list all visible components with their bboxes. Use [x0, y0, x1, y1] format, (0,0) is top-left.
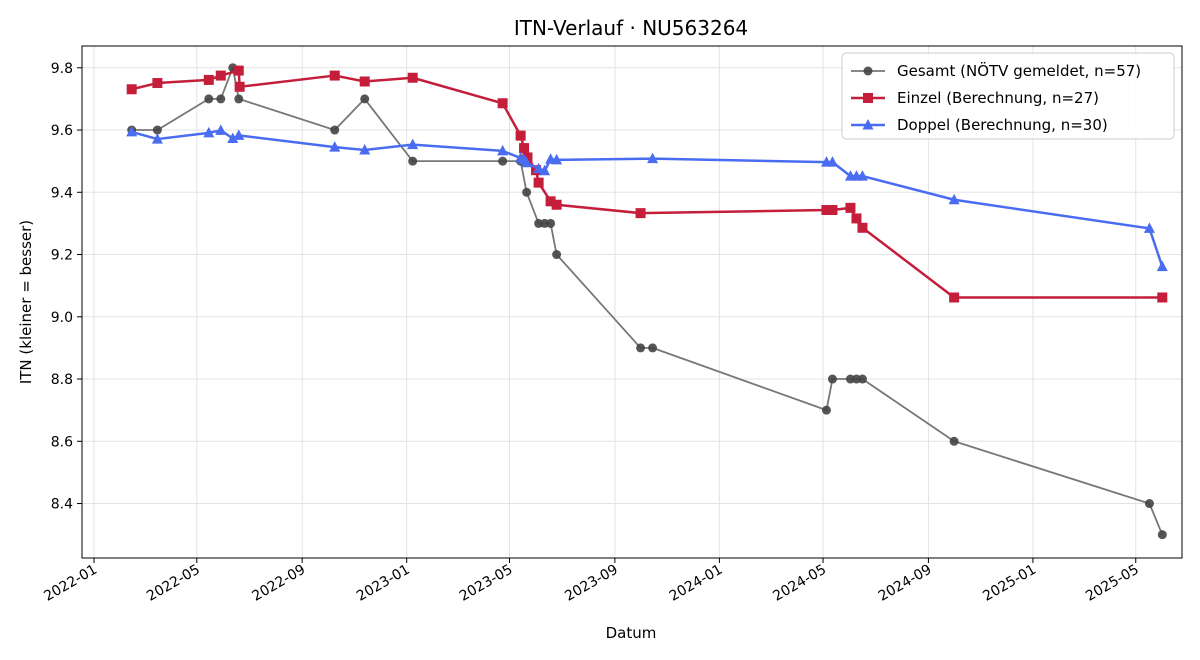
data-point	[552, 250, 562, 260]
data-point	[647, 152, 659, 164]
data-point	[826, 156, 838, 167]
data-point	[359, 143, 371, 155]
data-point	[126, 125, 138, 137]
data-point	[329, 141, 341, 152]
data-point	[408, 156, 418, 166]
data-point	[522, 152, 533, 163]
data-point	[635, 208, 646, 219]
data-point	[856, 170, 868, 181]
x-axis-label: Datum	[606, 624, 657, 642]
data-point	[827, 374, 837, 384]
data-point	[533, 162, 545, 174]
data-point	[827, 205, 838, 216]
series-square	[126, 65, 1168, 303]
data-point	[152, 125, 162, 135]
data-point	[407, 72, 418, 83]
data-point	[234, 94, 244, 104]
data-point	[545, 196, 556, 207]
data-point	[233, 65, 244, 76]
data-point	[498, 156, 508, 166]
data-point	[949, 436, 959, 446]
series-layer	[126, 63, 1168, 540]
data-point	[407, 138, 419, 150]
data-point	[234, 81, 245, 92]
legend-label: Einzel (Berechnung, n=27)	[897, 89, 1099, 107]
legend-marker	[863, 66, 873, 76]
data-point	[152, 78, 163, 89]
data-point	[821, 405, 831, 415]
data-point	[203, 126, 215, 138]
data-point	[648, 343, 658, 353]
data-point	[546, 218, 556, 228]
legend-label: Gesamt (NÖTV gemeldet, n=57)	[897, 61, 1141, 80]
data-point	[227, 132, 239, 143]
data-point	[497, 98, 508, 109]
data-point	[515, 130, 526, 141]
data-point	[497, 144, 509, 156]
data-point	[551, 153, 563, 165]
y-tick-label: 8.4	[51, 497, 73, 513]
data-point	[857, 374, 867, 384]
legend-box	[841, 52, 1175, 140]
y-tick-label: 9.4	[51, 185, 73, 201]
data-point	[551, 199, 562, 210]
data-point	[1157, 530, 1167, 540]
data-point	[539, 164, 551, 176]
data-point	[948, 193, 960, 205]
series-triangle	[126, 124, 1168, 272]
legend-marker	[862, 119, 874, 130]
data-point	[636, 343, 646, 353]
data-point	[126, 84, 137, 95]
y-tick-label: 8.8	[51, 372, 73, 388]
data-point	[521, 156, 533, 168]
data-point	[857, 222, 868, 233]
y-tick-label: 8.6	[51, 434, 73, 450]
data-point	[821, 205, 832, 216]
y-tick-label: 9.8	[51, 61, 73, 77]
data-point	[851, 213, 862, 224]
y-tick-label: 9.6	[51, 123, 73, 139]
y-tick-label: 9.0	[51, 310, 73, 326]
data-point	[1144, 499, 1154, 509]
data-point	[1143, 222, 1155, 233]
data-point	[1156, 260, 1168, 272]
data-point	[522, 187, 532, 197]
data-point	[845, 202, 856, 213]
data-point	[216, 94, 226, 104]
data-point	[151, 133, 163, 144]
data-point	[1157, 292, 1168, 303]
y-tick-label: 9.2	[51, 248, 73, 264]
data-point	[360, 94, 370, 104]
data-point	[204, 94, 214, 104]
legend-marker	[863, 93, 873, 103]
data-point	[533, 177, 544, 188]
data-point	[233, 129, 245, 140]
plot-frame	[81, 45, 1183, 559]
data-point	[519, 143, 530, 154]
data-point	[330, 125, 340, 135]
legend-label: Doppel (Berechnung, n=30)	[897, 116, 1108, 134]
data-point	[215, 70, 226, 81]
chart-title: ITN-Verlauf · NU563264	[514, 16, 748, 40]
data-point	[215, 124, 227, 135]
data-point	[949, 292, 960, 303]
y-axis: 8.4 8.6 8.8 9.0 9.2 9.4 9.6 9.8	[51, 61, 82, 513]
y-axis-label: ITN (kleiner = besser)	[17, 220, 35, 384]
data-point	[359, 76, 370, 87]
legend: Gesamt (NÖTV gemeldet, n=57) Einzel (Bere…	[841, 52, 1175, 140]
data-point	[329, 70, 340, 81]
data-point	[203, 74, 214, 85]
